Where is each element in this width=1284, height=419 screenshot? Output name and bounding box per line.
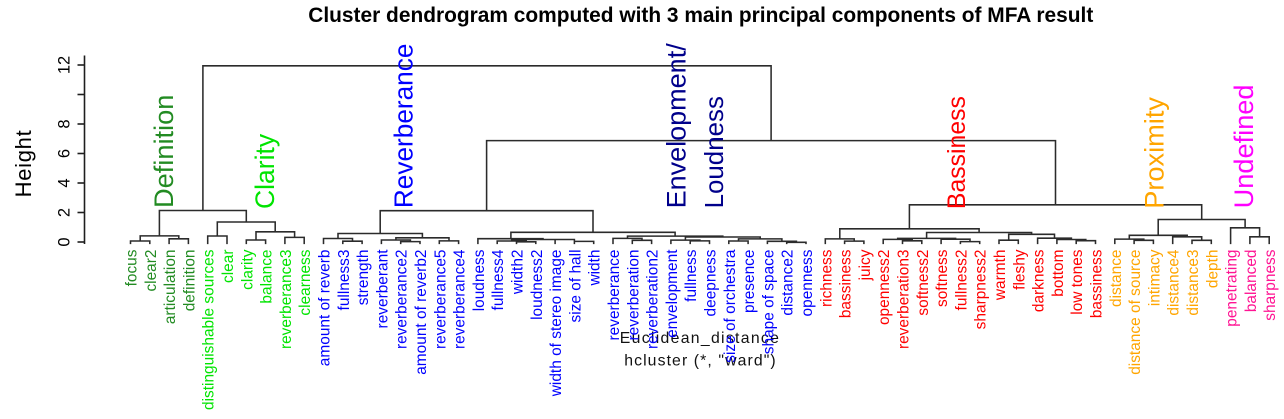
svg-text:Height: Height	[11, 130, 36, 198]
svg-text:Proximity: Proximity	[1138, 97, 1169, 209]
svg-text:bassiness: bassiness	[838, 249, 855, 318]
svg-text:12: 12	[56, 56, 74, 74]
svg-text:distance: distance	[1108, 250, 1125, 308]
svg-text:reverberation3: reverberation3	[896, 250, 913, 350]
svg-text:clear2: clear2	[143, 250, 160, 292]
svg-text:size of hall: size of hall	[567, 250, 584, 323]
svg-text:Undefined: Undefined	[1228, 84, 1259, 208]
svg-text:juicy: juicy	[857, 249, 874, 281]
svg-text:fleshy: fleshy	[1011, 249, 1028, 290]
svg-text:clarity: clarity	[239, 249, 256, 290]
svg-text:distance of source: distance of source	[1127, 250, 1144, 375]
svg-text:bottom: bottom	[1050, 250, 1067, 297]
svg-text:sharpness: sharpness	[1262, 249, 1279, 321]
svg-text:openness2: openness2	[876, 250, 893, 326]
svg-text:8: 8	[56, 119, 74, 128]
svg-text:sharpness2: sharpness2	[973, 250, 990, 330]
svg-text:reverberance2: reverberance2	[394, 250, 411, 350]
svg-text:size of orchestra: size of orchestra	[722, 249, 739, 363]
svg-text:warmth: warmth	[992, 250, 1009, 302]
svg-text:Loudness: Loudness	[701, 96, 729, 208]
svg-text:hcluster (*, "ward"): hcluster (*, "ward")	[624, 353, 777, 370]
svg-text:width2: width2	[510, 250, 527, 296]
svg-text:Envelopment/: Envelopment/	[662, 43, 692, 209]
svg-text:width: width	[587, 250, 604, 287]
svg-text:loudness2: loudness2	[529, 250, 546, 320]
svg-text:reverberation: reverberation	[625, 250, 642, 341]
svg-text:Cluster dendrogram computed wi: Cluster dendrogram computed with 3 main …	[308, 4, 1093, 27]
svg-text:intimacy: intimacy	[1146, 249, 1163, 306]
svg-text:bassiness: bassiness	[1089, 249, 1106, 318]
svg-text:balance: balance	[259, 250, 276, 304]
svg-text:articulation: articulation	[162, 250, 179, 325]
svg-text:deepness: deepness	[703, 249, 720, 316]
svg-text:width of stereo image: width of stereo image	[548, 250, 565, 398]
svg-text:clear: clear	[220, 250, 237, 283]
svg-text:amount of reverb: amount of reverb	[317, 250, 334, 367]
svg-text:reverberance4: reverberance4	[452, 249, 469, 349]
svg-text:Clarity: Clarity	[250, 133, 280, 209]
svg-text:reverberance5: reverberance5	[432, 250, 449, 350]
svg-text:reverberation2: reverberation2	[645, 250, 662, 350]
svg-text:presence: presence	[741, 250, 758, 314]
svg-text:distance3: distance3	[1185, 250, 1202, 316]
svg-text:fullness: fullness	[683, 249, 700, 302]
svg-text:clearness: clearness	[297, 249, 314, 315]
svg-text:fullness3: fullness3	[336, 250, 353, 311]
svg-text:Euclidean_distance: Euclidean_distance	[620, 330, 780, 347]
svg-text:envelopment: envelopment	[664, 249, 681, 338]
svg-text:strength: strength	[355, 250, 372, 306]
svg-text:penetrating: penetrating	[1224, 250, 1241, 327]
svg-text:reverberant: reverberant	[374, 249, 391, 329]
svg-text:darkness: darkness	[1031, 249, 1048, 312]
svg-text:fullness4: fullness4	[490, 249, 507, 310]
svg-text:reverberance3: reverberance3	[278, 250, 295, 350]
svg-text:depth: depth	[1204, 250, 1221, 289]
svg-text:Definition: Definition	[148, 95, 179, 208]
svg-text:softness: softness	[934, 249, 951, 307]
svg-text:Reverberance: Reverberance	[388, 44, 418, 209]
svg-text:openness: openness	[799, 249, 816, 316]
svg-text:shape of space: shape of space	[760, 250, 777, 355]
svg-text:4: 4	[56, 178, 74, 187]
svg-text:reverberance: reverberance	[606, 250, 623, 341]
svg-text:distance4: distance4	[1166, 249, 1183, 315]
svg-text:low tones: low tones	[1069, 249, 1086, 314]
svg-text:distinguishable sources: distinguishable sources	[201, 249, 218, 410]
svg-text:softness2: softness2	[915, 250, 932, 316]
svg-text:richness: richness	[818, 249, 835, 307]
svg-text:definition: definition	[181, 250, 198, 312]
svg-text:balanced: balanced	[1243, 250, 1260, 313]
svg-text:6: 6	[56, 149, 74, 158]
svg-text:loudness: loudness	[471, 249, 488, 311]
svg-text:amount of reverb2: amount of reverb2	[413, 250, 430, 375]
svg-text:Bassiness: Bassiness	[944, 96, 971, 209]
svg-text:2: 2	[56, 208, 74, 217]
svg-text:focus: focus	[124, 249, 141, 286]
svg-text:fullness2: fullness2	[953, 250, 970, 311]
svg-text:0: 0	[56, 237, 74, 246]
svg-text:distance2: distance2	[780, 250, 797, 316]
